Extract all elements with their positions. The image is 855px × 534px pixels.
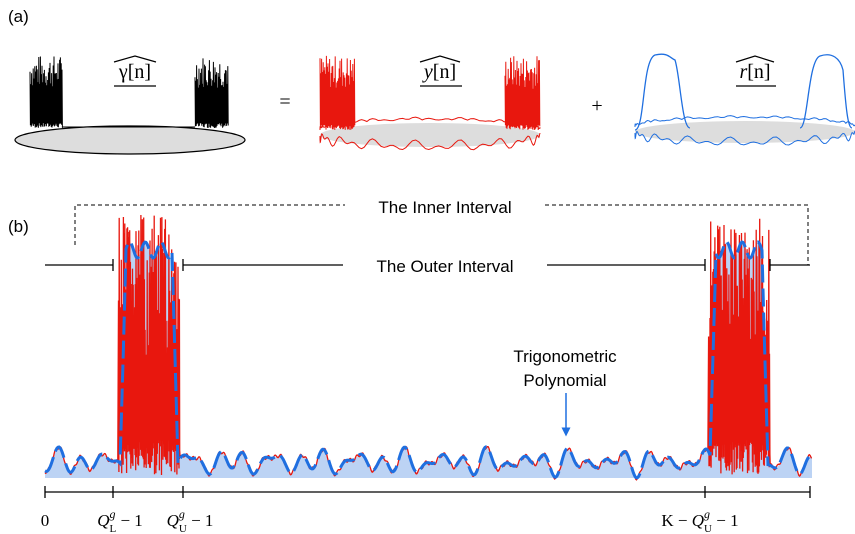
axis-label: Qg L − 1 bbox=[97, 507, 143, 534]
annotation: Polynomial bbox=[523, 371, 606, 390]
axis-label: 0 bbox=[41, 511, 50, 530]
signal bbox=[194, 58, 229, 129]
axis-label: K − Qg U − 1 bbox=[661, 507, 738, 534]
symbol: y bbox=[422, 61, 433, 83]
panel-label: (b) bbox=[8, 217, 29, 236]
panel-label: (a) bbox=[8, 7, 29, 26]
signal bbox=[319, 133, 541, 151]
equals: = bbox=[279, 91, 290, 113]
sup: g bbox=[704, 507, 710, 521]
sub: U bbox=[179, 523, 187, 534]
trig-polynomial bbox=[44, 240, 813, 480]
hats bbox=[113, 55, 776, 87]
rest: − 1 bbox=[116, 511, 143, 530]
sup: g bbox=[109, 507, 115, 521]
signal bbox=[634, 53, 853, 131]
base: Q bbox=[97, 511, 109, 530]
disk bbox=[320, 123, 540, 147]
inner-interval-label: The Inner Interval bbox=[378, 198, 511, 217]
inner-interval bbox=[74, 204, 809, 265]
gamma-label: γ[n] bbox=[118, 61, 151, 83]
disk bbox=[14, 125, 246, 155]
sup: g bbox=[179, 507, 185, 521]
rest: − 1 bbox=[712, 511, 739, 530]
annotation: Trigonometric bbox=[513, 347, 617, 366]
outer-interval-label: The Outer Interval bbox=[376, 257, 513, 276]
sub: L bbox=[109, 523, 116, 534]
lead: K − bbox=[661, 511, 691, 530]
base: Q bbox=[167, 511, 179, 530]
arg: [n] bbox=[128, 61, 151, 83]
r-label: r[n] bbox=[739, 61, 770, 83]
symbol: r bbox=[739, 61, 747, 83]
red-signal bbox=[44, 214, 813, 481]
signal bbox=[634, 115, 855, 127]
base: Q bbox=[692, 511, 704, 530]
rest: − 1 bbox=[187, 511, 214, 530]
signals bbox=[14, 53, 855, 481]
signal bbox=[634, 130, 855, 146]
axis-label: Qg U − 1 bbox=[167, 507, 214, 534]
disk bbox=[635, 121, 855, 143]
plus: + bbox=[591, 95, 602, 117]
sub: U bbox=[704, 523, 712, 534]
signal bbox=[319, 55, 356, 130]
arg: [n] bbox=[433, 61, 456, 83]
symbol: γ bbox=[118, 61, 128, 83]
arg: [n] bbox=[747, 61, 770, 83]
y-label: y[n] bbox=[422, 61, 456, 83]
signal bbox=[504, 56, 541, 131]
axis bbox=[44, 486, 811, 498]
outer-interval bbox=[45, 259, 810, 271]
signal bbox=[29, 56, 63, 128]
